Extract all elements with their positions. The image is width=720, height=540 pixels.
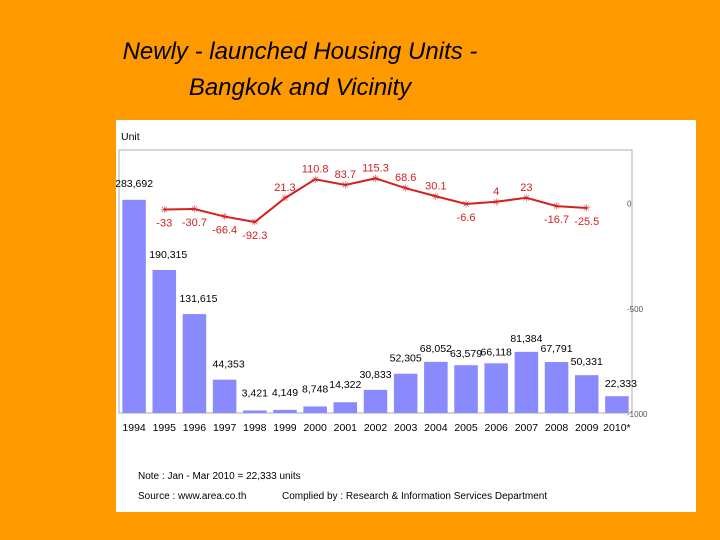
x-tick-label: 2000 [303,422,327,434]
growth-value-label: 83.7 [335,169,356,181]
growth-point-marker: ✳ [281,194,289,205]
growth-value-label: -25.5 [574,216,599,228]
x-tick-label: 2004 [424,422,448,434]
chart-panel: 050,000100,000150,000200,000250,000300,0… [116,120,696,512]
growth-value-label: -33 [156,218,172,230]
growth-point-marker: ✳ [401,184,409,195]
bar [303,406,327,413]
growth-point-marker: ✳ [371,174,379,185]
right-axis-tick-label: -1000 [627,410,648,419]
growth-point-marker: ✳ [341,180,349,191]
growth-value-label: 4 [493,186,499,198]
x-tick-label: 2008 [545,422,569,434]
x-tick-label: 1997 [213,422,237,434]
bar-value-label: 3,421 [242,387,268,399]
bar [393,373,418,413]
growth-point-marker: ✳ [251,218,259,229]
bar-value-label: 66,118 [481,346,512,358]
bar [544,362,569,413]
bar [182,314,207,413]
x-tick-label: 2010* [603,422,630,434]
growth-point-marker: ✳ [160,205,168,216]
growth-value-label: 68.6 [395,172,416,184]
x-tick-label: 1999 [273,422,297,434]
bar [152,269,177,413]
growth-value-label: 21.3 [274,182,295,194]
bar-value-label: 67,791 [540,343,572,355]
bar-value-label: 44,353 [213,359,245,371]
x-tick-label: 2005 [454,422,478,434]
growth-value-label: 30.1 [425,180,446,192]
growth-value-label: 23 [520,182,532,194]
growth-point-marker: ✳ [432,192,440,203]
x-tick-label: 2006 [485,422,509,434]
bar [363,389,388,413]
bar-value-label: 52,305 [390,353,422,365]
title-line-2: Bangkok and Vicinity [188,74,412,101]
title-line-1: Newly - launched Housing Units - [122,38,478,65]
growth-point-marker: ✳ [552,202,560,213]
slide-title: Newly - launched Housing Units - Bangkok… [0,34,600,106]
bar-value-label: 22,333 [605,378,637,390]
bar [243,410,267,413]
x-tick-label: 2009 [575,422,599,434]
growth-point-marker: ✳ [311,175,319,186]
bar [212,379,237,413]
bar-value-label: 81,384 [510,333,542,345]
y-axis-unit-label: Unit [121,131,140,143]
x-tick-label: 2007 [515,422,539,434]
growth-point-marker: ✳ [522,193,530,204]
x-tick-label: 1998 [243,422,267,434]
bar-value-label: 8,748 [302,383,328,395]
growth-value-label: -30.7 [182,217,207,229]
growth-point-marker: ✳ [492,197,500,208]
growth-point-marker: ✳ [220,212,228,223]
x-tick-label: 1995 [153,422,177,434]
bar [424,361,448,413]
bar-value-label: 14,322 [329,379,361,391]
x-tick-label: 2002 [364,422,388,434]
bar-value-label: 63,579 [450,348,482,360]
bar-value-label: 4,149 [272,387,298,399]
x-tick-label: 1996 [183,422,207,434]
bar [574,375,599,413]
x-tick-label: 1994 [122,422,146,434]
growth-value-label: -16.7 [544,214,569,226]
bar-value-label: 131,615 [179,293,217,305]
growth-point-marker: ✳ [462,199,470,210]
bar [273,409,297,413]
growth-value-label: -66.4 [212,225,237,237]
growth-value-label: -6.6 [457,212,476,224]
growth-value-label: 115.3 [362,162,389,174]
bar-value-label: 190,315 [149,249,187,261]
right-axis-tick-label: 0 [627,200,632,209]
growth-value-label: -92.3 [242,230,267,242]
bar [333,402,358,413]
bar-value-label: 283,692 [116,178,153,190]
bar-value-label: 50,331 [571,356,603,368]
bar-value-label: 30,833 [359,369,391,381]
bar [484,363,508,413]
growth-point-marker: ✳ [190,205,198,216]
growth-line [164,177,587,224]
bar [514,351,539,413]
right-axis-tick-label: -500 [627,305,644,314]
bar [605,396,629,413]
bar-value-label: 68,052 [420,343,452,355]
growth-value-label: 110.8 [302,163,329,175]
bar [122,199,146,413]
x-tick-label: 2001 [334,422,358,434]
growth-point-marker: ✳ [583,203,591,214]
housing-units-chart: 050,000100,000150,000200,000250,000300,0… [116,131,648,434]
bar [454,365,478,413]
x-tick-label: 2003 [394,422,418,434]
